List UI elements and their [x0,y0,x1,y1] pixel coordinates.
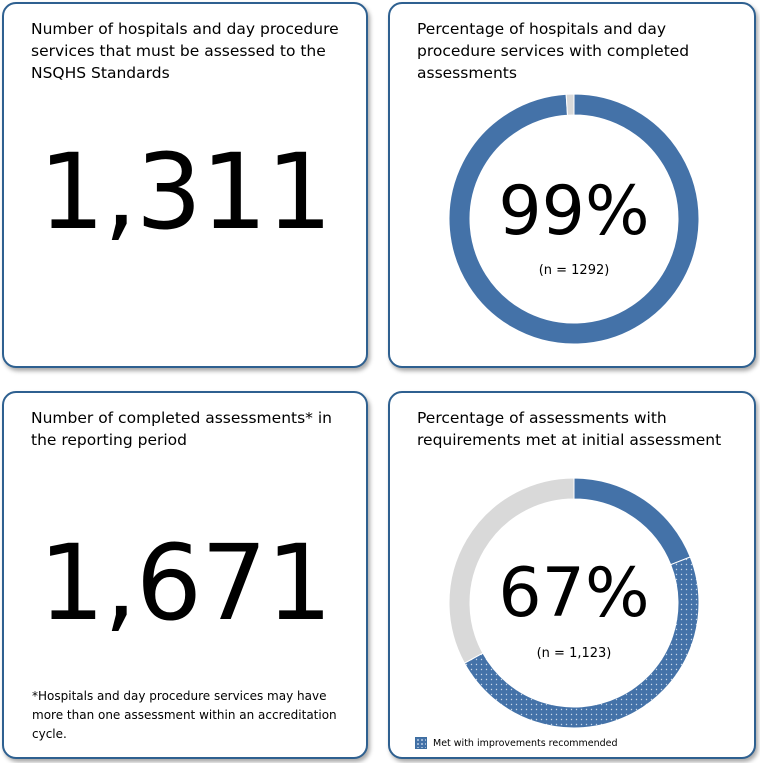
completed-assessments-count-card: Number of completed assessments* in the … [2,391,368,759]
hospitals-count-title: Number of hospitals and day procedure se… [31,20,339,82]
accreditation-footnote: *Hospitals and day procedure services ma… [32,689,337,741]
requirements-met-pct-label: 67% [498,554,649,633]
completed-assessments-donut-chart: 99% (n = 1292) [448,93,700,345]
donut-slice-3 [448,477,575,664]
completed-assessments-count-value: 1,671 [38,522,333,644]
legend-swatch-dotted [415,737,427,749]
hospitals-count-value: 1,311 [38,131,333,253]
donut-slice-1 [573,477,691,566]
donut-slice-2 [565,93,575,116]
completed-assessments-pct-label: 99% [498,172,649,251]
requirements-met-donut-chart: 67% (n = 1,123) [448,477,700,729]
requirements-met-n-label: (n = 1,123) [537,646,612,661]
hospitals-count-card: Number of hospitals and day procedure se… [2,2,368,368]
chart-legend: Met with improvements recommended [415,737,618,749]
completed-assessments-count-title: Number of completed assessments* in the … [31,409,332,449]
donut-slice-1 [448,93,700,345]
completed-assessments-n-label: (n = 1292) [539,263,610,278]
legend-label: Met with improvements recommended [433,737,618,749]
completed-assessments-pct-card: Percentage of hospitals and day procedur… [388,2,756,368]
requirements-met-pct-card: Percentage of assessments with requireme… [388,391,756,759]
completed-assessments-pct-title: Percentage of hospitals and day procedur… [417,20,690,82]
requirements-met-pct-title: Percentage of assessments with requireme… [417,409,722,449]
